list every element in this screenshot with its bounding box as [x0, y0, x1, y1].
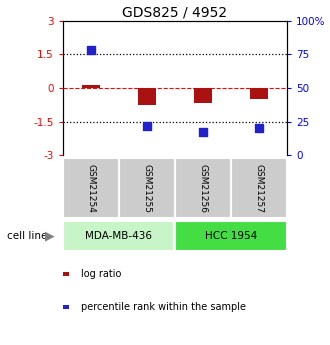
Bar [194, 88, 212, 102]
Point [256, 126, 262, 131]
Bar [119, 158, 175, 218]
Point [144, 123, 149, 128]
Text: ▶: ▶ [45, 230, 54, 243]
Text: MDA-MB-436: MDA-MB-436 [85, 231, 152, 241]
Bar [82, 85, 100, 88]
Text: GSM21257: GSM21257 [254, 164, 264, 213]
Bar [63, 158, 118, 218]
Title: GDS825 / 4952: GDS825 / 4952 [122, 6, 227, 20]
Point [200, 130, 206, 135]
Point [88, 48, 93, 53]
Text: GSM21254: GSM21254 [86, 164, 95, 213]
Text: GSM21256: GSM21256 [198, 164, 208, 213]
Bar [176, 221, 286, 251]
Text: percentile rank within the sample: percentile rank within the sample [81, 302, 246, 312]
Text: HCC 1954: HCC 1954 [205, 231, 257, 241]
Bar [250, 88, 268, 99]
Text: cell line: cell line [7, 231, 47, 241]
Text: GSM21255: GSM21255 [142, 164, 151, 213]
Bar [175, 158, 231, 218]
Bar [138, 88, 156, 105]
Bar [63, 221, 174, 251]
Text: log ratio: log ratio [81, 269, 121, 279]
Bar [63, 272, 69, 276]
Bar [231, 158, 287, 218]
Bar [63, 305, 69, 309]
